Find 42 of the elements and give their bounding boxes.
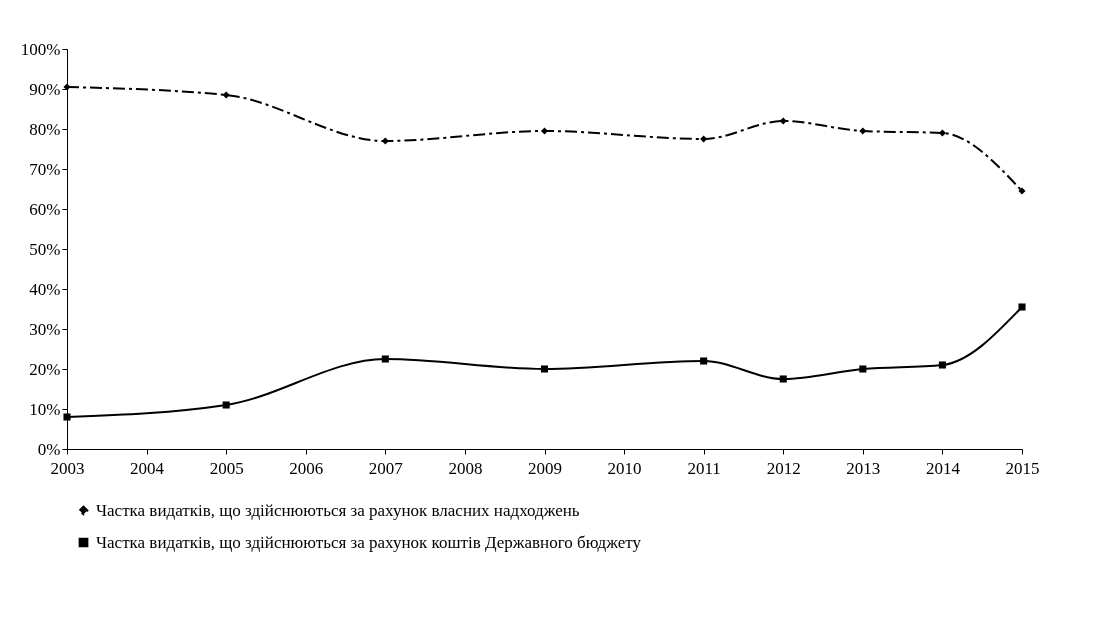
point [859, 365, 867, 373]
point [859, 127, 867, 135]
point [700, 135, 708, 143]
point [1018, 187, 1026, 195]
y-tick-label: 100% [20, 39, 61, 59]
x-tick-label: 2010 [607, 458, 642, 478]
point [63, 413, 71, 421]
y-tick-label: 0% [37, 439, 61, 459]
point [222, 401, 230, 409]
point [700, 357, 708, 365]
x-tick-label: 2012 [766, 458, 801, 478]
point [1018, 303, 1026, 311]
x-tick-label: 2004 [130, 458, 165, 478]
point [540, 365, 549, 373]
y-tick-label: 40% [29, 279, 61, 299]
x-tick-label: 2007 [368, 458, 404, 478]
x-tick-label: 2014 [925, 458, 961, 478]
y-tick-label: 90% [29, 79, 61, 99]
x-tick-label: 2015 [1005, 458, 1040, 478]
point [63, 83, 71, 91]
x-tick-label: 2006 [289, 458, 324, 478]
y-tick-label: 60% [29, 199, 61, 219]
point [381, 355, 389, 363]
x-tick-label: 2009 [528, 458, 562, 478]
legend-label: Частка видатків, що здійснюються за рахунок коштів Державного бюджету [96, 532, 642, 552]
y-tick-label: 50% [29, 239, 61, 259]
x-tick-label: 2005 [209, 458, 244, 478]
y-tick-label: 80% [29, 119, 61, 139]
x-tick-label: 2011 [687, 458, 721, 478]
x-tick-label: 2003 [50, 458, 85, 478]
y-tick-label: 30% [29, 319, 61, 339]
y-tick-label: 70% [29, 159, 61, 179]
legend-label: Частка видатків, що здійснюються за рахунок власних надходжень [96, 500, 580, 520]
point [779, 375, 787, 383]
y-tick-label: 10% [29, 399, 61, 419]
point [222, 91, 230, 99]
point [938, 129, 946, 137]
x-tick-label: 2013 [846, 458, 881, 478]
point [938, 361, 946, 369]
x-tick-label: 2008 [448, 458, 483, 478]
point [779, 117, 787, 125]
y-tick-label: 20% [29, 359, 61, 379]
